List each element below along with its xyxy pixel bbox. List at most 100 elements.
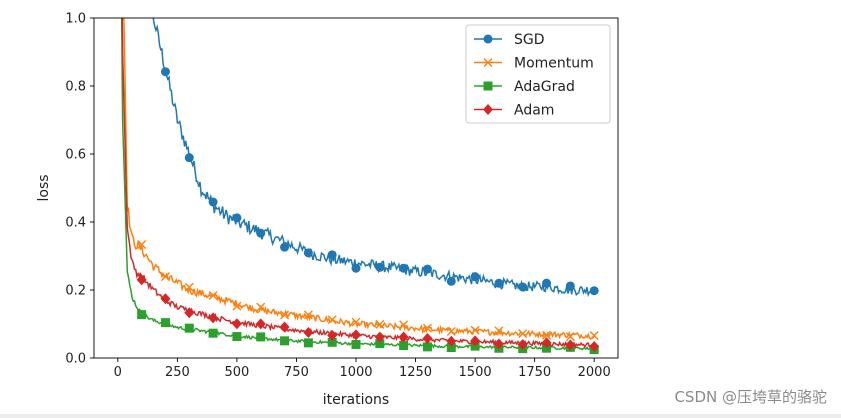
series-marker-adam: [136, 274, 147, 286]
series-marker-sgd: [470, 272, 480, 282]
series-marker-adagrad: [208, 328, 218, 338]
series-marker-adagrad: [280, 336, 290, 346]
x-tick-label: 250: [165, 365, 190, 380]
x-tick-label: 1750: [518, 365, 551, 380]
series-marker-adagrad: [232, 332, 242, 342]
series-marker-momentum: [518, 329, 528, 339]
series-marker-adam: [303, 326, 314, 338]
series-marker-sgd: [446, 276, 456, 286]
series-marker-adagrad: [184, 323, 194, 333]
legend-item-momentum: Momentum: [474, 56, 594, 72]
series-marker-adam: [279, 321, 290, 333]
series-marker-adam: [470, 335, 481, 347]
series-marker-adagrad: [375, 339, 385, 349]
series-marker-adam: [493, 338, 504, 350]
series-marker-adam: [208, 312, 219, 324]
legend-swatch-marker: [483, 81, 493, 91]
series-marker-momentum: [256, 302, 266, 312]
series-marker-sgd: [327, 250, 337, 260]
series-marker-adagrad: [160, 318, 170, 328]
series-marker-momentum: [589, 331, 599, 340]
series-marker-momentum: [375, 319, 385, 329]
series-sgd: [152, 18, 599, 298]
series-marker-sgd: [589, 286, 599, 296]
x-tick-label: 0: [114, 365, 122, 380]
series-marker-sgd: [280, 242, 290, 252]
series-marker-sgd: [518, 282, 528, 292]
series-marker-momentum: [542, 330, 552, 340]
series-marker-momentum: [494, 326, 504, 336]
series-marker-adagrad: [351, 339, 361, 349]
legend-label: Adam: [514, 103, 554, 119]
series-marker-sgd: [160, 67, 170, 77]
legend-label: SGD: [514, 32, 545, 48]
series-marker-momentum: [422, 323, 432, 333]
series-marker-adam: [398, 331, 409, 343]
series-marker-sgd: [399, 263, 409, 273]
legend-swatch-marker: [483, 104, 493, 115]
legend: SGD Momentum AdaGrad Adam: [465, 24, 611, 124]
legend-swatch-marker: [483, 34, 493, 44]
series-marker-sgd: [422, 264, 432, 274]
series-marker-adam: [374, 331, 385, 343]
series-marker-momentum: [446, 327, 456, 337]
series-marker-adam: [231, 318, 242, 330]
x-tick-label: 2000: [578, 365, 611, 380]
y-tick-label: 0.2: [65, 284, 86, 299]
x-tick-label: 500: [224, 365, 249, 380]
series-marker-momentum: [184, 282, 194, 292]
series-marker-momentum: [565, 332, 575, 342]
series-marker-momentum: [327, 315, 337, 325]
series-marker-adam: [184, 307, 195, 319]
x-axis-label: iterations: [323, 392, 389, 408]
y-tick-label: 0.8: [65, 80, 86, 95]
legend-item-adam: Adam: [474, 103, 554, 119]
x-tick-label: 1000: [339, 365, 372, 380]
y-axis-label: loss: [36, 174, 52, 201]
series-marker-momentum: [137, 240, 147, 250]
series-marker-momentum: [280, 310, 290, 320]
y-tick-label: 0.4: [65, 216, 86, 231]
series-marker-sgd: [184, 153, 194, 163]
legend-label: AdaGrad: [514, 79, 575, 95]
legend-label: Momentum: [514, 56, 594, 72]
y-tick-label: 0.0: [65, 352, 86, 367]
series-marker-momentum: [399, 320, 409, 330]
series-marker-sgd: [256, 228, 266, 238]
series-marker-momentum: [208, 291, 218, 301]
series-marker-momentum: [232, 301, 242, 311]
series-marker-adam: [446, 335, 457, 347]
ticks-layer: 0 250 500 750 1000 1250 1500 1750 2000 0.0 0.2 0.4 0…: [65, 12, 610, 381]
series-marker-sgd: [351, 263, 361, 273]
series-marker-adam: [255, 318, 266, 330]
series-marker-adagrad: [399, 341, 409, 351]
series-marker-adam: [422, 333, 433, 345]
y-tick-label: 0.6: [65, 148, 86, 163]
legend-item-adagrad: AdaGrad: [474, 79, 575, 95]
series-marker-sgd: [494, 278, 504, 288]
series-marker-adagrad: [256, 332, 266, 342]
x-tick-label: 1500: [459, 365, 492, 380]
legend-swatch-marker: [483, 58, 493, 67]
series-marker-sgd: [208, 197, 218, 207]
series-marker-adam: [517, 339, 528, 351]
y-tick-label: 1.0: [65, 12, 86, 27]
series-marker-adagrad: [327, 337, 337, 347]
series-marker-adagrad: [422, 342, 432, 352]
series-marker-sgd: [232, 213, 242, 223]
series-marker-adam: [589, 340, 600, 352]
series-marker-momentum: [160, 272, 170, 282]
bottom-bar: [0, 414, 841, 418]
series-layer: [120, 18, 600, 355]
legend-box: [465, 24, 611, 124]
series-marker-sgd: [565, 281, 575, 291]
series-marker-momentum: [351, 317, 361, 327]
x-tick-label: 750: [284, 365, 309, 380]
series-marker-adam: [160, 293, 171, 305]
series-marker-sgd: [303, 248, 313, 258]
legend-item-sgd: SGD: [474, 32, 545, 48]
series-marker-adam: [327, 329, 338, 341]
series-marker-adam: [351, 329, 361, 341]
series-marker-sgd: [542, 278, 552, 288]
